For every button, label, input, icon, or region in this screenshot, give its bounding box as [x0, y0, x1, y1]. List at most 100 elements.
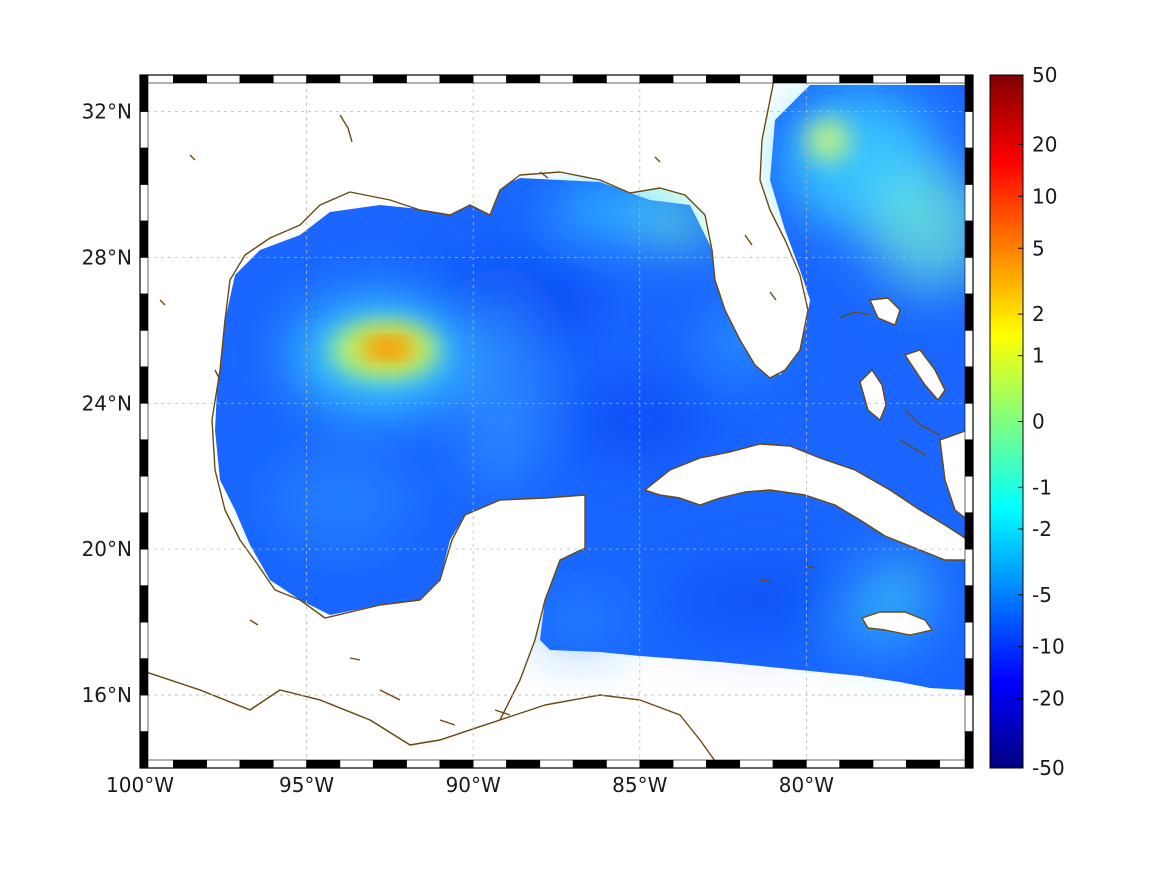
- coast-details: [159, 114, 816, 726]
- border-segment-bottom: [472, 759, 507, 769]
- border-segment-left: [139, 548, 149, 586]
- border-segment-left: [139, 147, 149, 185]
- border-segment-bottom: [739, 759, 774, 769]
- map-border: [139, 74, 974, 769]
- land-jamaica: [861, 611, 933, 636]
- border-segment-right: [964, 439, 974, 477]
- border-segment-left: [139, 74, 149, 112]
- border-segment-top: [506, 74, 541, 84]
- border-segment-left: [139, 257, 149, 295]
- land-bahamas-abaco: [869, 297, 901, 326]
- land-hispaniola: [939, 429, 969, 521]
- border-segment-left: [139, 585, 149, 623]
- graticule: [140, 75, 973, 768]
- border-segment-bottom: [406, 759, 441, 769]
- border-segment-left: [139, 475, 149, 513]
- border-segment-left: [139, 402, 149, 441]
- border-segment-left: [139, 330, 149, 368]
- border-segment-bottom: [272, 759, 307, 769]
- border-segment-left: [139, 621, 149, 659]
- ocean-field: [215, 85, 973, 690]
- border-segment-bottom: [372, 759, 407, 769]
- x-tick-labels: 100°W 95°W 90°W 85°W 80°W: [106, 773, 834, 797]
- border-segment-top: [572, 74, 607, 84]
- y-tick-label: 16°N: [82, 683, 132, 707]
- border-segment-top: [706, 74, 741, 84]
- colorbar-tick-label: 10: [1032, 184, 1057, 208]
- border-segment-top: [272, 74, 307, 84]
- colorbar-tick-label: 5: [1032, 236, 1045, 260]
- x-tick-label: 85°W: [612, 773, 667, 797]
- border-segment-left: [139, 366, 149, 404]
- border-segment-bottom: [173, 759, 207, 769]
- colorbar-tick-label: 50: [1032, 63, 1057, 87]
- colorbar-tick-label: 20: [1032, 132, 1057, 156]
- border-segment-top: [772, 74, 807, 84]
- border-segment-top: [206, 74, 241, 84]
- border-segment-left: [139, 512, 149, 550]
- border-segment-top: [306, 74, 341, 84]
- land-bahamas-chain: [839, 311, 941, 456]
- border-segment-top: [806, 74, 841, 84]
- anomaly-hotspot-atlantic: [806, 118, 850, 162]
- border-segment-top: [472, 74, 507, 84]
- land-bahamas-andros: [859, 369, 887, 421]
- border-segment-left: [139, 184, 149, 222]
- border-segment-right: [964, 621, 974, 659]
- land-cuba: [644, 443, 969, 561]
- border-segment-right: [964, 257, 974, 295]
- border-segment-top: [606, 74, 641, 84]
- x-tick-label: 80°W: [779, 773, 834, 797]
- x-tick-label: 100°W: [106, 773, 174, 797]
- border-segment-right: [964, 402, 974, 441]
- colorbar-tick-label: 1: [1032, 344, 1045, 368]
- colorbar-tick-label: -20: [1032, 687, 1065, 711]
- border-segment-bottom: [872, 759, 907, 769]
- border-segment-left: [139, 694, 149, 732]
- border-segment-bottom: [772, 759, 807, 769]
- colorbar-tick-label: -50: [1032, 756, 1065, 780]
- border-segment-right: [964, 74, 974, 112]
- border-segment-top: [739, 74, 774, 84]
- border-segment-bottom: [706, 759, 741, 769]
- colorbar-tick-label: -10: [1032, 635, 1065, 659]
- map-frame: [139, 74, 974, 769]
- border-segment-bottom: [339, 759, 374, 769]
- border-segment-right: [964, 731, 974, 769]
- border-segment-top: [339, 74, 374, 84]
- border-segment-left: [139, 111, 149, 149]
- border-segment-top: [872, 74, 907, 84]
- border-segment-left: [139, 658, 149, 696]
- border-segment-top: [173, 74, 207, 84]
- x-tick-label: 90°W: [446, 773, 501, 797]
- border-segment-bottom: [206, 759, 241, 769]
- colorbar-tick-label: -2: [1032, 517, 1052, 541]
- colorbar-tick-label: -1: [1032, 475, 1052, 499]
- border-segment-right: [964, 220, 974, 258]
- land-masses: [140, 75, 969, 768]
- border-segment-top: [406, 74, 441, 84]
- border-segment-top: [239, 74, 274, 84]
- border-segment-bottom: [539, 759, 574, 769]
- border-segment-bottom: [806, 759, 841, 769]
- border-segment-bottom: [672, 759, 707, 769]
- border-segment-top: [639, 74, 674, 84]
- border-segment-right: [964, 658, 974, 696]
- border-segment-top: [906, 74, 940, 84]
- border-segment-bottom: [506, 759, 541, 769]
- border-segment-bottom: [572, 759, 607, 769]
- border-segment-left: [139, 439, 149, 477]
- border-segment-bottom: [839, 759, 874, 769]
- border-segment-right: [964, 184, 974, 222]
- border-segment-right: [964, 512, 974, 550]
- border-segment-top: [539, 74, 574, 84]
- border-segment-right: [964, 366, 974, 404]
- border-segment-bottom: [439, 759, 474, 769]
- colorbar-tick-label: 0: [1032, 410, 1045, 434]
- border-segment-bottom: [306, 759, 341, 769]
- border-segment-right: [964, 293, 974, 331]
- border-segment-top: [672, 74, 707, 84]
